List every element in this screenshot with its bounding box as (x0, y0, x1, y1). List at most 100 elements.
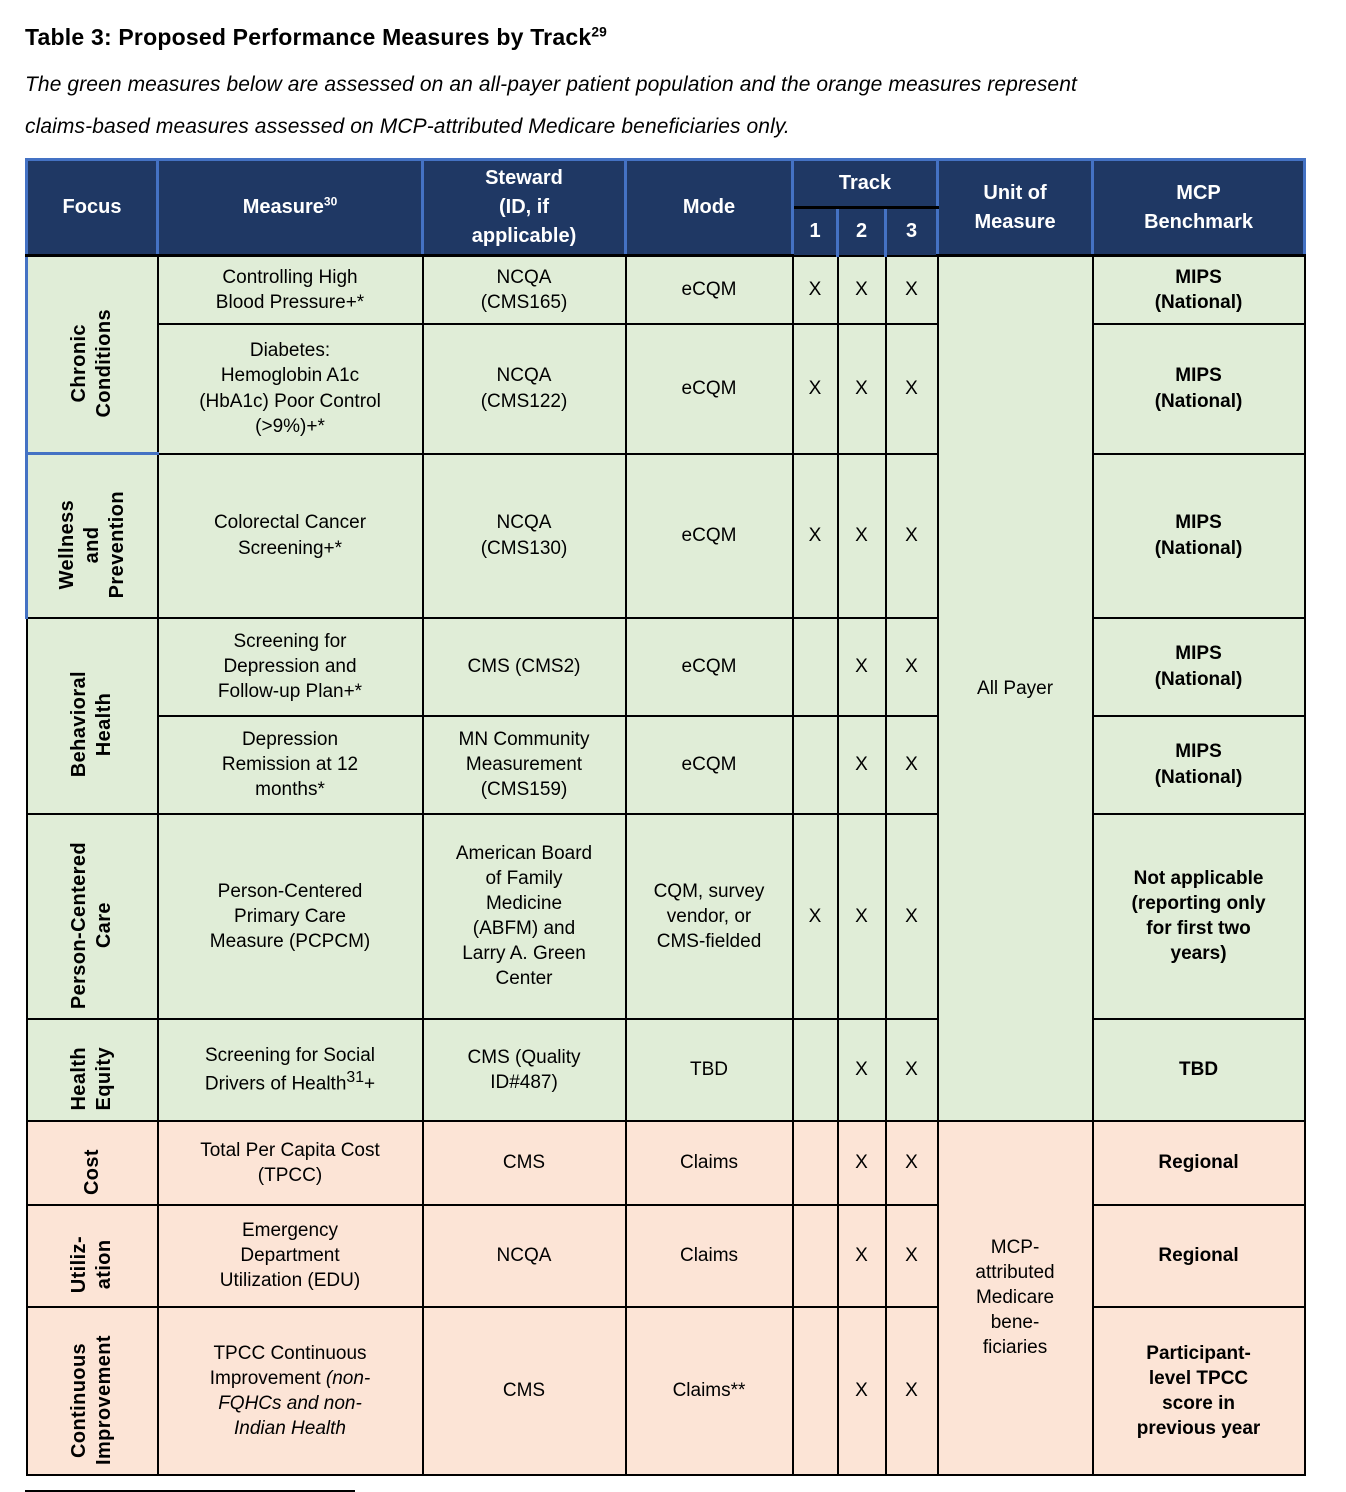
measure-text-italic: (non- FQHCs and non- Indian Health (218, 1367, 371, 1439)
steward-cell: NCQA (421, 1203, 627, 1308)
track-3-cell: X (884, 714, 939, 815)
measure-cell: Person-Centered Primary Care Measure (PC… (156, 812, 424, 1020)
focus-cell-person-centered-care: Person-Centered Care (25, 812, 159, 1020)
mode-cell: eCQM (624, 254, 794, 325)
mode-cell: Claims** (624, 1305, 794, 1476)
track-2-cell: X (836, 1119, 887, 1206)
focus-cell-health-equity: Health Equity (25, 1017, 159, 1122)
track-2-cell: X (836, 1203, 887, 1308)
focus-cell-utilization: Utiliz- ation (25, 1203, 159, 1308)
col-header-steward: Steward (ID, if applicable) (421, 158, 627, 257)
focus-label: Health Equity (68, 1046, 115, 1111)
benchmark-cell: MIPS (National) (1091, 322, 1306, 455)
track-2-cell: X (836, 812, 887, 1020)
track-1-cell (791, 616, 839, 717)
benchmark-cell: Participant- level TPCC score in previou… (1091, 1305, 1306, 1476)
track-1-cell (791, 1203, 839, 1308)
steward-cell: CMS (421, 1119, 627, 1206)
track-1-cell (791, 714, 839, 815)
steward-cell: CMS (Quality ID#487) (421, 1017, 627, 1122)
track-2-cell: X (836, 714, 887, 815)
col-header-track-1: 1 (791, 206, 839, 257)
focus-label: Behavioral Health (68, 671, 115, 778)
track-3-cell: X (884, 616, 939, 717)
measure-cell: Colorectal Cancer Screening+* (156, 452, 424, 619)
measure-cell: Diabetes: Hemoglobin A1c (HbA1c) Poor Co… (156, 322, 424, 455)
steward-cell: NCQA (CMS165) (421, 254, 627, 325)
measure-cell: Controlling High Blood Pressure+* (156, 254, 424, 325)
measure-text: Screening for Social Drivers of Health (204, 1044, 376, 1095)
track-3-cell: X (884, 322, 939, 455)
track-1-cell (791, 1017, 839, 1122)
mode-cell: Claims (624, 1203, 794, 1308)
measure-cell: TPCC Continuous Improvement (non- FQHCs … (156, 1305, 424, 1476)
focus-label: Utiliz- ation (68, 1236, 115, 1294)
benchmark-cell: MIPS (National) (1091, 452, 1306, 619)
track-1-cell: X (791, 322, 839, 455)
track-2-cell: X (836, 322, 887, 455)
steward-cell: American Board of Family Medicine (ABFM)… (421, 812, 627, 1020)
focus-cell-wellness-prevention: Wellness and Prevention (25, 452, 159, 619)
table-row: Diabetes: Hemoglobin A1c (HbA1c) Poor Co… (27, 322, 1306, 455)
track-2-cell: X (836, 254, 887, 325)
unit-of-measure-mcp-attributed: MCP- attributed Medicare bene- ficiaries (936, 1119, 1094, 1476)
track-3-cell: X (884, 254, 939, 325)
focus-label: Wellness and Prevention (55, 491, 128, 599)
col-header-track: Track (790, 158, 940, 209)
header-row-main: Focus Measure30 Steward (ID, if applicab… (25, 158, 1307, 257)
table-row: Cost Total Per Capita Cost (TPCC) CMS Cl… (25, 1119, 1306, 1476)
benchmark-cell: MIPS (National) (1091, 616, 1306, 717)
col-header-measure: Measure30 (156, 158, 424, 257)
track-2-cell: X (836, 616, 887, 717)
benchmark-cell: TBD (1091, 1017, 1306, 1122)
track-3-cell: X (884, 1305, 939, 1476)
col-header-unit: Unit of Measure (936, 158, 1095, 257)
benchmark-cell: Regional (1091, 1203, 1306, 1308)
table-row: Wellness and Prevention Colorectal Cance… (25, 452, 1306, 619)
table-row: Person-Centered Care Person-Centered Pri… (25, 812, 1306, 1020)
track-2-cell: X (836, 1017, 887, 1122)
benchmark-cell: Not applicable (reporting only for first… (1091, 812, 1306, 1020)
table-row: Health Equity Screening for Social Drive… (25, 1017, 1306, 1122)
col-header-track-2: 2 (836, 206, 887, 257)
measure-cell: Total Per Capita Cost (TPCC) (156, 1119, 424, 1206)
header-row-track-numbers: 1 2 3 (27, 206, 1305, 257)
mode-cell: eCQM (624, 714, 794, 815)
focus-cell-continuous-improvement: Continuous Improvement (25, 1305, 159, 1476)
steward-cell: CMS (421, 1305, 627, 1476)
footnote-ref-31: 31 (346, 1068, 364, 1086)
page-title: Table 3: Proposed Performance Measures b… (25, 24, 1326, 51)
steward-cell: NCQA (CMS130) (421, 452, 627, 619)
focus-cell-behavioral-health: Behavioral Health (25, 616, 159, 815)
footnote-ref-29: 29 (591, 24, 608, 40)
table-row: Continuous Improvement TPCC Continuous I… (25, 1305, 1306, 1476)
mode-cell: eCQM (624, 616, 794, 717)
table-row: Depression Remission at 12 months* MN Co… (27, 714, 1306, 815)
table-row: Utiliz- ation Emergency Department Utili… (25, 1203, 1306, 1308)
focus-label: Cost (80, 1148, 103, 1195)
focus-cell-cost: Cost (25, 1119, 159, 1206)
track-3-cell: X (884, 1203, 939, 1308)
track-3-cell: X (884, 1119, 939, 1206)
footnote-ref-30: 30 (323, 194, 338, 209)
mode-cell: CQM, survey vendor, or CMS-fielded (624, 812, 794, 1020)
measure-cell: Depression Remission at 12 months* (156, 714, 424, 815)
track-1-cell: X (791, 452, 839, 619)
measure-suffix: + (364, 1073, 376, 1095)
page-subtitle: The green measures below are assessed on… (25, 73, 1077, 138)
track-3-cell: X (884, 812, 939, 1020)
benchmark-cell: Regional (1091, 1119, 1306, 1206)
measure-cell: Screening for Depression and Follow-up P… (156, 616, 424, 717)
track-2-cell: X (836, 452, 887, 619)
focus-label: Continuous Improvement (68, 1334, 115, 1465)
steward-cell: CMS (CMS2) (421, 616, 627, 717)
track-1-cell (791, 1305, 839, 1476)
mode-cell: TBD (624, 1017, 794, 1122)
benchmark-cell: MIPS (National) (1091, 714, 1306, 815)
focus-label: Person-Centered Care (68, 841, 115, 1009)
col-header-focus: Focus (25, 158, 159, 257)
mode-cell: eCQM (624, 322, 794, 455)
page-title-text: Table 3: Proposed Performance Measures b… (25, 24, 592, 50)
col-header-benchmark: MCP Benchmark (1091, 158, 1307, 257)
